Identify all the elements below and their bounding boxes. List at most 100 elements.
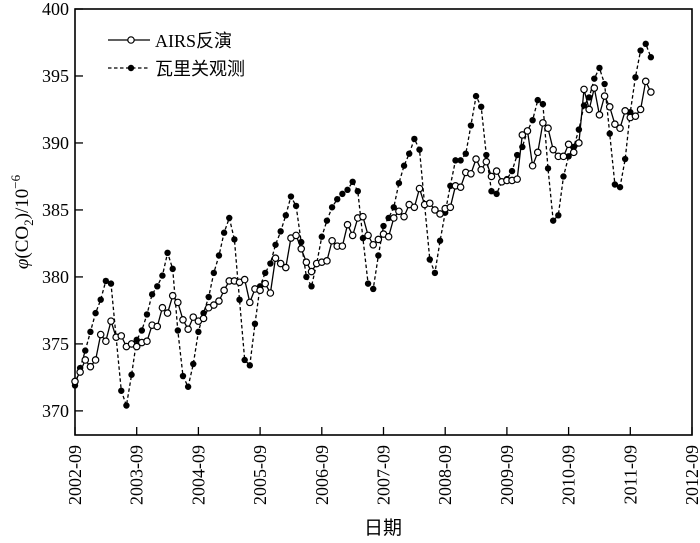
legend-item-waliguan: 瓦里关观测 — [108, 59, 245, 79]
waliguan-point — [164, 249, 171, 257]
airs-point — [544, 124, 552, 133]
airs-point — [575, 139, 583, 147]
waliguan-point — [87, 328, 94, 336]
waliguan-point — [596, 64, 603, 72]
airs-point — [323, 257, 331, 265]
waliguan-point — [447, 182, 454, 190]
x-tick-label: 2007-09 — [374, 445, 394, 505]
y-axis-label: φ(CO2)/10−6 — [8, 174, 36, 269]
airs-point — [374, 235, 383, 244]
waliguan-point — [97, 296, 104, 303]
airs-point — [184, 325, 192, 333]
waliguan-point — [82, 347, 89, 354]
waliguan-point — [220, 229, 228, 236]
airs-point — [271, 254, 280, 262]
waliguan-point — [138, 327, 146, 334]
y-tick-label: 375 — [42, 334, 69, 354]
waliguan-point — [303, 273, 310, 281]
airs-point — [168, 291, 177, 300]
x-tick-label: 2003-09 — [127, 445, 147, 505]
waliguan-point — [565, 153, 572, 160]
waliguan-point — [585, 94, 593, 101]
series-layer — [71, 40, 655, 409]
waliguan-point — [205, 293, 212, 301]
waliguan-point — [282, 212, 290, 219]
airs-point — [266, 289, 275, 297]
waliguan-point — [308, 283, 315, 290]
airs-point — [477, 165, 485, 174]
airs-point — [215, 297, 223, 305]
waliguan-point — [467, 122, 475, 129]
legend-item-airs: AIRS反演 — [108, 31, 232, 51]
airs-point — [189, 313, 198, 321]
x-tick-label: 2008-09 — [435, 445, 455, 505]
airs-point — [410, 203, 419, 212]
airs-point — [533, 148, 542, 157]
airs-point — [86, 362, 95, 371]
x-tick-label: 2009-09 — [497, 445, 517, 505]
airs-point — [256, 286, 264, 295]
airs-point — [647, 88, 655, 96]
airs-point — [595, 111, 604, 119]
waliguan-point — [380, 222, 387, 230]
x-tick-label: 2012-09 — [682, 445, 700, 505]
waliguan-point — [107, 280, 115, 287]
waliguan-point — [385, 214, 392, 222]
waliguan-point — [128, 371, 135, 378]
legend-label-airs: AIRS反演 — [155, 31, 232, 51]
airs-point — [436, 210, 444, 218]
airs-point — [276, 259, 285, 268]
airs-point — [210, 301, 218, 309]
airs-point — [472, 155, 480, 163]
airs-point — [559, 152, 568, 161]
waliguan-point — [555, 212, 562, 219]
waliguan-point — [148, 291, 156, 298]
airs-point — [528, 161, 537, 170]
waliguan-point — [591, 75, 598, 82]
airs-point — [431, 206, 439, 214]
y-tick-label: 385 — [42, 200, 69, 220]
airs-point — [569, 148, 578, 157]
airs-point — [616, 124, 624, 133]
waliguan-point — [339, 190, 346, 198]
x-tick-label: 2002-09 — [65, 445, 85, 505]
waliguan-point — [462, 150, 469, 157]
waliguan-point — [184, 383, 192, 390]
x-axis-label: 日期 — [364, 517, 402, 539]
airs-point — [297, 244, 306, 253]
airs-point — [621, 107, 629, 115]
waliguan-point — [488, 187, 495, 195]
airs-point — [513, 175, 521, 183]
airs-point — [482, 157, 491, 166]
waliguan-point — [262, 269, 269, 277]
y-tick-label: 380 — [42, 267, 69, 287]
x-tick-label: 2004-09 — [188, 445, 208, 505]
airs-point — [132, 342, 141, 351]
airs-point — [415, 184, 424, 193]
waliguan-point — [370, 285, 377, 293]
waliguan-point — [272, 241, 279, 248]
airs-point — [282, 263, 290, 272]
x-tick-label: 2005-09 — [250, 445, 270, 505]
waliguan-point — [344, 186, 351, 194]
airs-point — [117, 332, 126, 340]
waliguan-point — [534, 96, 541, 104]
waliguan-point — [246, 362, 254, 369]
waliguan-point — [436, 237, 444, 244]
airs-point — [400, 212, 408, 221]
series-line — [74, 42, 652, 406]
waliguan-point — [472, 92, 480, 100]
waliguan-point — [210, 269, 218, 277]
airs-point — [605, 102, 614, 111]
airs-point — [199, 314, 208, 323]
airs-point — [590, 84, 599, 92]
waliguan-point — [508, 167, 516, 175]
waliguan-point — [575, 126, 583, 133]
airs-point — [338, 242, 347, 250]
airs-point — [425, 199, 434, 208]
waliguan-point — [606, 130, 613, 137]
airs-point — [307, 267, 316, 276]
airs-point — [585, 105, 593, 114]
waliguan-point — [169, 265, 176, 273]
